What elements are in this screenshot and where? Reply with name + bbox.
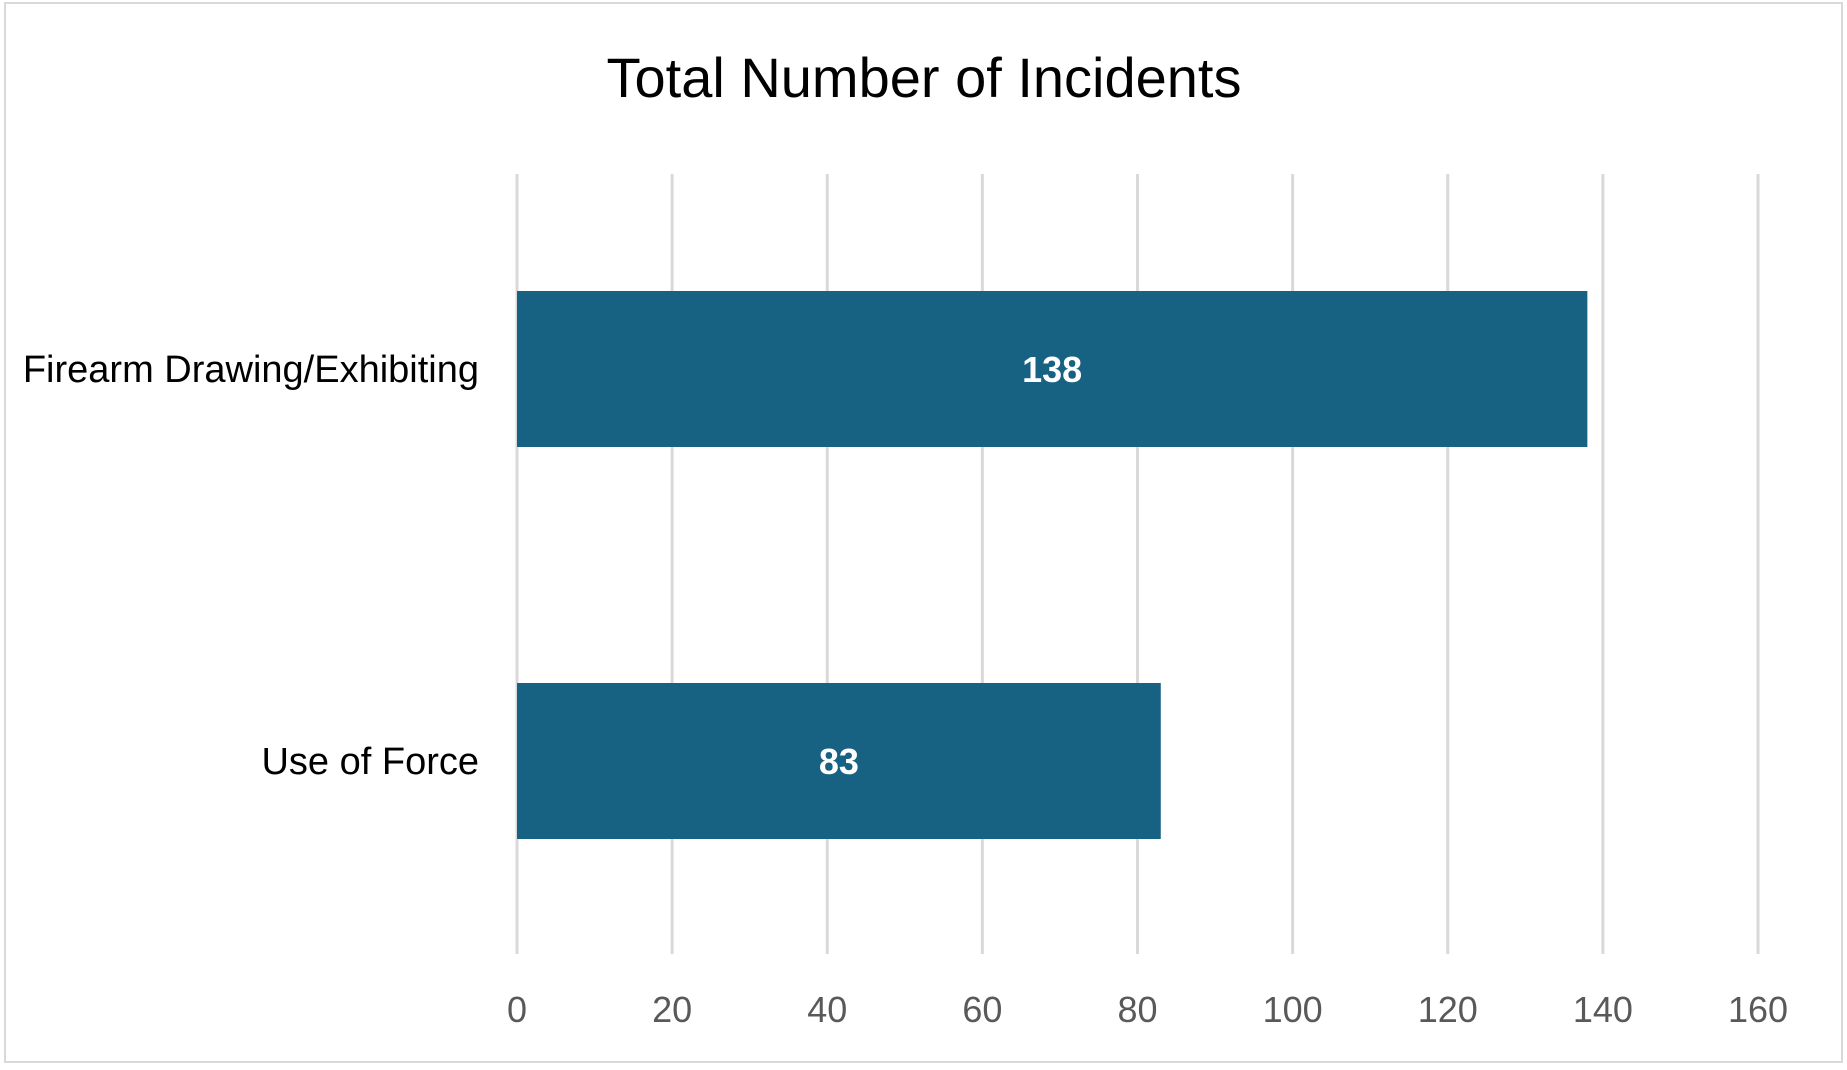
x-tick-label-60: 60 (962, 989, 1002, 1030)
x-tick-label-20: 20 (652, 989, 692, 1030)
bars: 138 83 (517, 291, 1588, 839)
x-tick-label-140: 140 (1573, 989, 1633, 1030)
x-tick-label-160: 160 (1728, 989, 1788, 1030)
data-label-use-of-force: 83 (819, 741, 859, 782)
category-label-firearm-drawing-exhibiting: Firearm Drawing/Exhibiting (23, 349, 479, 391)
category-label-use-of-force: Use of Force (261, 741, 479, 783)
bar-firearm-drawing-exhibiting (517, 291, 1588, 447)
x-tick-label-120: 120 (1418, 989, 1478, 1030)
x-tick-label-80: 80 (1117, 989, 1157, 1030)
chart-frame: Total Number of Incidents 138 83 Firearm … (4, 2, 1843, 1063)
bar-use-of-force (517, 683, 1161, 839)
x-tick-label-0: 0 (507, 989, 527, 1030)
category-labels: Firearm Drawing/Exhibiting Use of Force (23, 349, 479, 783)
data-label-firearm-drawing-exhibiting: 138 (1022, 349, 1082, 390)
chart-title: Total Number of Incidents (607, 46, 1242, 109)
x-tick-label-100: 100 (1263, 989, 1323, 1030)
x-tick-label-40: 40 (807, 989, 847, 1030)
x-axis-tick-labels: 0 20 40 60 80 100 120 140 160 (507, 989, 1788, 1030)
bar-chart: Total Number of Incidents 138 83 Firearm … (23, 46, 1788, 1030)
